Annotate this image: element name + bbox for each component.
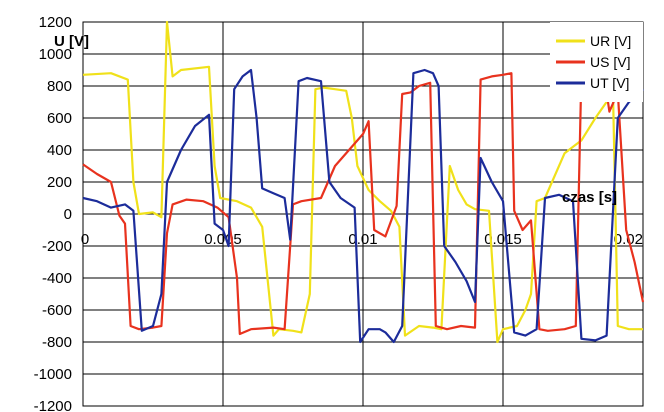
y-tick-label: -400: [42, 270, 72, 287]
x-tick-label: 0.005: [204, 231, 242, 248]
legend-label: UT [V]: [590, 75, 629, 91]
x-tick-label: 0.01: [348, 231, 377, 248]
y-tick-label: 0: [64, 206, 72, 223]
y-tick-label: 400: [47, 142, 72, 159]
legend: UR [V] US [V] UT [V]: [550, 22, 643, 102]
legend-label: US [V]: [590, 54, 630, 70]
y-tick-label: 600: [47, 110, 72, 127]
y-axis-title: U [V]: [54, 33, 89, 50]
series-line-2: [82, 68, 645, 336]
series-line-1: [82, 20, 643, 344]
y-tick-label: -200: [42, 238, 72, 255]
y-tick-label: 800: [47, 78, 72, 95]
legend-label: UR [V]: [590, 33, 631, 49]
x-axis-title: czas [s]: [562, 189, 617, 206]
series-line-3: [82, 68, 644, 344]
x-tick-label: 0: [81, 231, 89, 248]
series-layer: [82, 20, 645, 344]
y-tick-label: 1000: [39, 46, 72, 63]
y-tick-label: -800: [42, 334, 72, 351]
y-tick-label: -1000: [34, 366, 72, 383]
y-tick-label: 1200: [39, 14, 72, 31]
y-tick-label: -600: [42, 302, 72, 319]
grid-lines: [82, 21, 644, 407]
x-tick-label: 0.015: [484, 231, 522, 248]
y-tick-label: 200: [47, 174, 72, 191]
y-tick-label: -1200: [34, 398, 72, 412]
y-tick-labels: 1200 1000 800 600 400 200 0 -200 -400 -600 -800 -10…: [34, 14, 72, 412]
